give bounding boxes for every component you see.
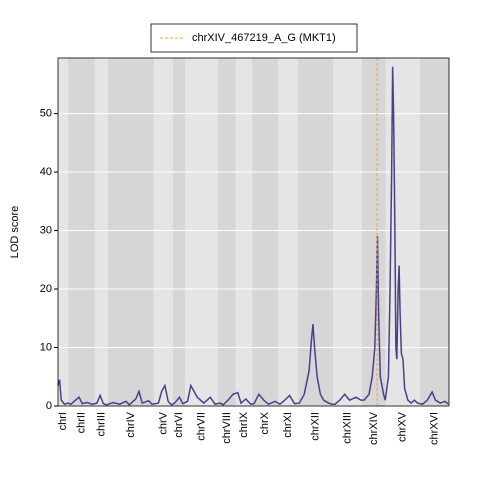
chromosome-band xyxy=(218,58,236,406)
y-axis-label: LOD score xyxy=(9,206,21,259)
x-tick-label: chrXIV xyxy=(368,411,380,445)
legend-label: chrXIV_467219_A_G (MKT1) xyxy=(192,32,336,44)
chromosome-band xyxy=(361,58,386,406)
x-tick-label: chrI xyxy=(57,412,69,430)
legend-box xyxy=(150,23,358,53)
lod-line xyxy=(57,66,449,406)
x-tick-label: chrXIII xyxy=(341,412,353,444)
chromosome-band xyxy=(173,58,185,406)
x-tick-label: chrIII xyxy=(95,412,107,436)
plot-border xyxy=(57,57,450,407)
y-tick-label: 50 xyxy=(40,107,52,119)
chromosome-band xyxy=(277,58,299,406)
chromosome-band xyxy=(235,58,253,406)
chromosome-band xyxy=(68,58,95,406)
y-tick-label: 20 xyxy=(40,283,52,295)
x-tick-label: chrXII xyxy=(309,412,321,441)
x-tick-label: chrXI xyxy=(282,412,294,438)
chromosome-band xyxy=(107,58,154,406)
chromosome-band xyxy=(94,58,108,406)
chromosome-band xyxy=(252,58,278,406)
y-tick-label: 0 xyxy=(46,400,52,412)
x-tick-label: chrV xyxy=(157,411,169,434)
chromosome-band xyxy=(333,58,362,406)
y-tick-label: 30 xyxy=(40,224,52,236)
x-tick-label: chrVII xyxy=(195,412,207,441)
y-tick-label: 40 xyxy=(40,166,52,178)
x-tick-label: chrIX xyxy=(238,411,250,437)
chromosome-band xyxy=(58,58,69,406)
chromosome-band xyxy=(153,58,173,406)
x-tick-label: chrX xyxy=(259,411,271,434)
x-tick-label: chrIV xyxy=(125,411,137,437)
y-tick-label: 10 xyxy=(40,341,52,353)
x-tick-label: chrVI xyxy=(173,412,185,438)
x-tick-label: chrII xyxy=(75,412,87,433)
x-tick-label: chrXV xyxy=(397,411,409,442)
chromosome-band xyxy=(419,58,449,406)
x-tick-label: chrVIII xyxy=(221,412,233,444)
chromosome-band xyxy=(184,58,219,406)
x-tick-label: chrXVI xyxy=(428,412,440,445)
